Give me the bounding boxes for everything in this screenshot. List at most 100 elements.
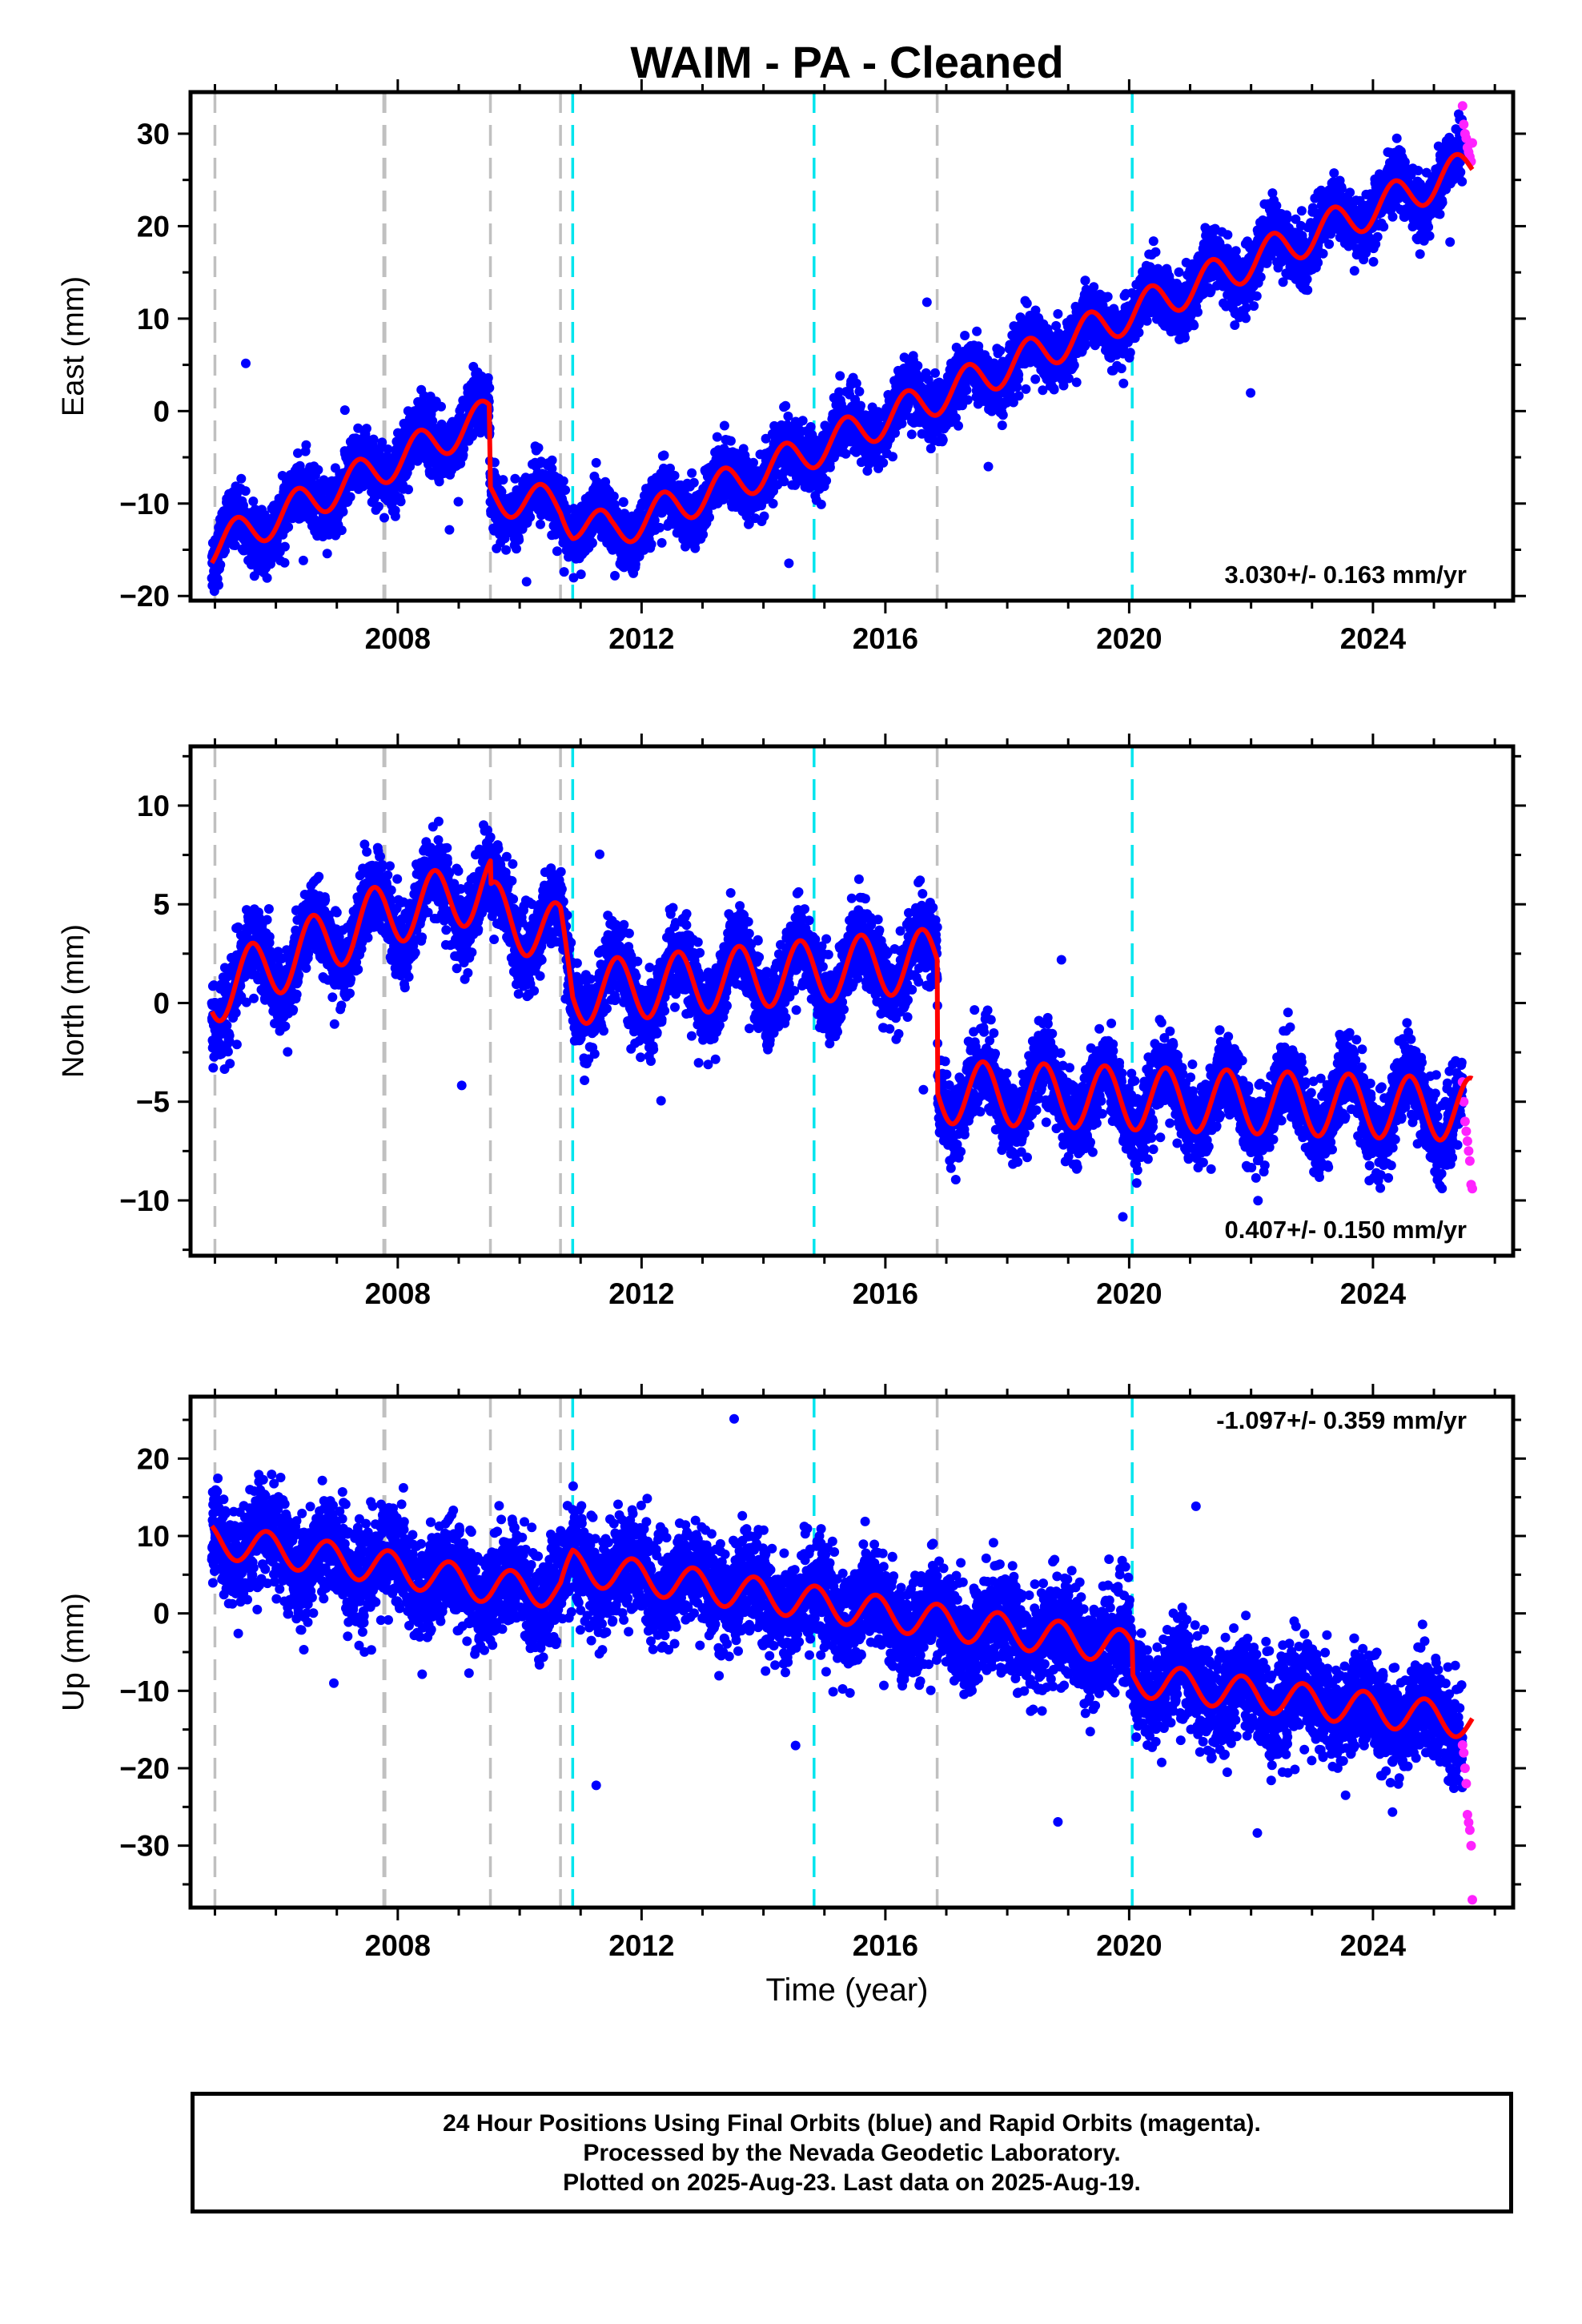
final-point xyxy=(248,497,259,506)
final-point xyxy=(428,416,438,426)
final-point xyxy=(404,485,413,495)
final-point xyxy=(444,525,455,535)
final-point xyxy=(533,443,544,453)
final-point xyxy=(759,511,769,521)
final-point xyxy=(241,358,251,368)
final-point xyxy=(1053,309,1063,319)
final-point xyxy=(888,452,897,462)
final-point xyxy=(1014,391,1024,401)
final-point xyxy=(552,546,562,557)
final-point xyxy=(396,497,406,507)
final-point xyxy=(781,400,791,411)
final-point xyxy=(262,573,272,583)
final-point xyxy=(434,476,444,487)
final-point xyxy=(560,485,571,495)
final-point xyxy=(279,557,290,568)
final-point xyxy=(1022,298,1032,308)
final-orbit-points xyxy=(207,109,1468,597)
final-point xyxy=(377,437,387,448)
final-point xyxy=(339,405,350,416)
final-point xyxy=(659,450,669,460)
final-point xyxy=(501,545,512,555)
final-point xyxy=(336,525,347,536)
final-point xyxy=(215,560,226,570)
final-point xyxy=(954,420,963,431)
final-point xyxy=(725,436,736,446)
final-point xyxy=(618,497,628,508)
final-point xyxy=(689,477,699,488)
final-point xyxy=(1071,377,1082,388)
final-point xyxy=(405,461,416,472)
final-point xyxy=(962,395,973,405)
final-point xyxy=(484,383,495,393)
final-point xyxy=(498,475,508,485)
final-point xyxy=(962,385,972,396)
final-point xyxy=(361,424,371,434)
final-point xyxy=(536,519,545,529)
final-point xyxy=(687,468,697,478)
final-point xyxy=(390,511,400,521)
final-point xyxy=(997,420,1007,431)
final-point xyxy=(459,444,469,454)
final-point xyxy=(960,331,970,340)
final-point xyxy=(878,457,889,468)
final-point xyxy=(313,464,323,475)
final-point xyxy=(1102,292,1113,302)
final-point xyxy=(749,457,758,468)
final-point xyxy=(1069,360,1079,371)
final-point xyxy=(279,541,290,552)
final-point xyxy=(712,432,722,442)
final-point xyxy=(521,577,532,587)
final-point xyxy=(591,457,601,468)
final-point xyxy=(576,569,586,580)
final-point xyxy=(656,537,667,548)
final-point xyxy=(768,498,778,509)
final-point xyxy=(1014,370,1024,380)
final-point xyxy=(1049,384,1059,395)
final-point xyxy=(298,555,308,565)
final-point xyxy=(856,400,865,411)
final-point xyxy=(220,545,231,556)
final-point xyxy=(453,497,464,507)
final-point xyxy=(825,462,835,472)
final-point xyxy=(998,410,1008,420)
final-point xyxy=(854,386,865,396)
final-point xyxy=(805,422,816,432)
final-point xyxy=(906,429,917,440)
final-point xyxy=(338,507,348,517)
final-point xyxy=(301,440,311,450)
final-point xyxy=(705,513,714,523)
plot-area xyxy=(207,92,1477,601)
final-point xyxy=(373,501,383,512)
final-point xyxy=(1089,282,1099,292)
final-point xyxy=(345,492,355,502)
final-point xyxy=(784,558,794,569)
final-point xyxy=(1021,384,1031,394)
final-point xyxy=(797,416,808,426)
final-point xyxy=(938,435,948,445)
chart-title: WAIM - PA - Cleaned xyxy=(630,37,1063,87)
final-point xyxy=(525,512,536,522)
final-point xyxy=(514,535,524,545)
final-point xyxy=(483,373,493,383)
final-point xyxy=(436,401,446,412)
final-point xyxy=(547,455,557,465)
final-point xyxy=(610,570,620,581)
final-point xyxy=(1080,275,1090,286)
final-point xyxy=(587,538,597,549)
final-point xyxy=(559,567,569,577)
final-point xyxy=(214,580,223,590)
final-point xyxy=(821,476,832,486)
final-point xyxy=(930,368,940,378)
final-point xyxy=(368,434,379,444)
final-point xyxy=(240,486,251,497)
final-point xyxy=(921,297,932,308)
final-point xyxy=(913,360,923,371)
final-point xyxy=(1030,374,1041,384)
final-point xyxy=(436,419,447,429)
final-point xyxy=(972,326,982,336)
final-point xyxy=(995,345,1006,356)
final-point xyxy=(383,444,393,454)
